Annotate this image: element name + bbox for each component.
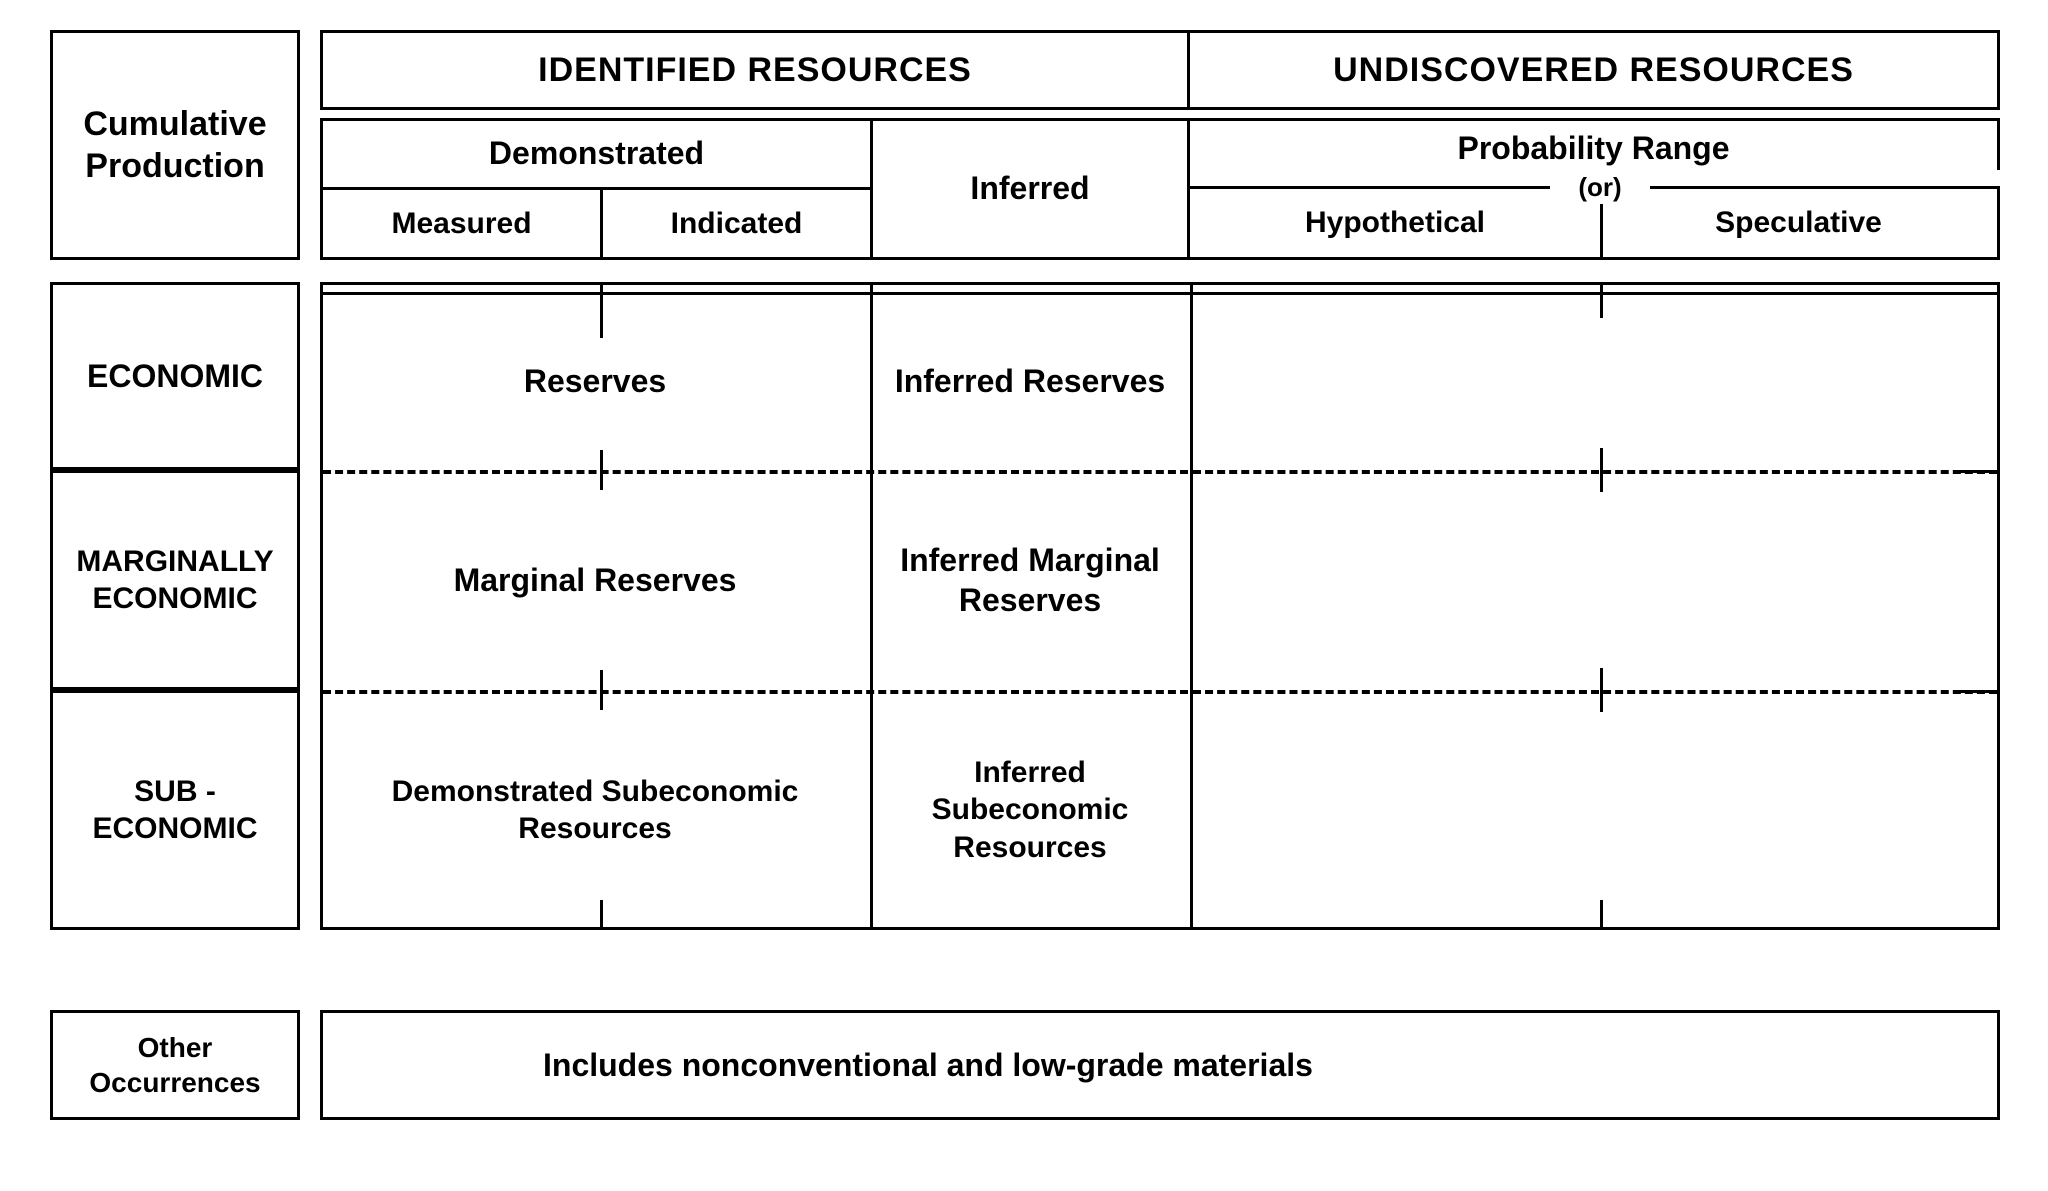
- cell-demonstrated-subeconomic: Demonstrated Subeconomic Resources: [320, 690, 870, 930]
- cell-inferred-reserves: Inferred Reserves: [870, 292, 1190, 470]
- tick-cross-econ-right-edge: [1960, 470, 2000, 473]
- tick-cross-marg-right-edge: [1960, 690, 2000, 693]
- tick-bottom-meas-ind: [600, 900, 603, 930]
- header-measured: Measured: [320, 190, 600, 260]
- row-label-sub-economic: SUB - ECONOMIC: [50, 690, 300, 930]
- tick-bottom-hyp-spec: [1600, 900, 1603, 930]
- header-indicated: Indicated: [600, 190, 870, 260]
- tick-top-hyp-spec: [1600, 282, 1603, 318]
- cell-marginal-reserves: Marginal Reserves: [320, 470, 870, 690]
- header-undiscovered-resources: UNDISCOVERED RESOURCES: [1190, 30, 2000, 110]
- body-divider-inferred-right: [1190, 282, 1193, 930]
- cell-inferred-marginal-reserves: Inferred Marginal Reserves: [870, 470, 1190, 690]
- cell-inferred-subeconomic: Inferred Subeconomic Resources: [870, 690, 1190, 930]
- row-label-cumulative-production: Cumulative Production: [50, 30, 300, 260]
- row-label-economic: ECONOMIC: [50, 282, 300, 470]
- cell-reserves: Reserves: [320, 292, 870, 470]
- header-hypothetical: Hypothetical: [1190, 188, 1600, 260]
- header-probability-range: Probability Range: [1190, 118, 2000, 170]
- header-demonstrated: Demonstrated: [320, 118, 870, 190]
- row-label-other-occurrences: Other Occurrences: [50, 1010, 300, 1120]
- header-speculative: Speculative: [1600, 188, 2000, 260]
- tick-cross-marg-hyp-spec-v: [1600, 668, 1603, 712]
- header-inferred: Inferred: [870, 118, 1190, 260]
- header-identified-resources: IDENTIFIED RESOURCES: [320, 30, 1190, 110]
- tick-economic-meas-ind: [600, 282, 603, 338]
- footer-cell: Includes nonconventional and low-grade m…: [320, 1010, 2000, 1120]
- row-label-marginally-economic: MARGINALLY ECONOMIC: [50, 470, 300, 690]
- dash-marginal-bottom-undiscovered: [1193, 690, 1997, 694]
- tick-cross-econ-hyp-spec-v: [1600, 448, 1603, 492]
- mckelvey-diagram: Cumulative Production IDENTIFIED RESOURC…: [0, 0, 2048, 1191]
- footer-text: Includes nonconventional and low-grade m…: [543, 1045, 1313, 1085]
- header-probability-or: (or): [1555, 170, 1645, 204]
- dash-economic-bottom-undiscovered: [1193, 470, 1997, 474]
